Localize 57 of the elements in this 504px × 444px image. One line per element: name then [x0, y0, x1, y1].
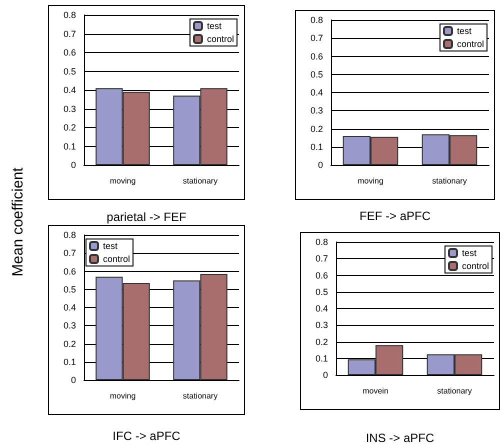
- x-tick-label: moving: [110, 176, 136, 186]
- legend-label: control: [206, 34, 234, 44]
- legend-label: test: [103, 241, 118, 251]
- y-tick-label: 0.6: [315, 270, 328, 280]
- y-tick-label: 0.6: [310, 51, 323, 62]
- y-tick-label: 0.4: [63, 85, 76, 95]
- y-tick-label: 0.1: [315, 353, 328, 364]
- text: INS -> aPFC: [366, 431, 435, 444]
- y-tick-label: 0.4: [310, 88, 323, 98]
- y-tick-label: 0.3: [63, 104, 76, 114]
- y-tick-label: 0.5: [63, 66, 76, 76]
- y-tick-label: 0.1: [310, 142, 323, 152]
- legend-label: control: [103, 254, 130, 264]
- y-tick-label: 0.7: [315, 254, 328, 264]
- y-tick-label: 0.3: [310, 106, 323, 116]
- y-tick-label: 0.6: [63, 266, 76, 276]
- legend-label: test: [456, 26, 472, 36]
- legend-label: test: [462, 248, 477, 258]
- y-tick-label: 0: [322, 370, 328, 380]
- y-tick-label: 0.4: [63, 302, 76, 312]
- x-tick-label: stationary: [182, 176, 218, 186]
- y-tick-label: 0.3: [315, 320, 328, 330]
- x-tick-label: stationary: [182, 392, 218, 400]
- y-tick-label: 0: [70, 160, 76, 170]
- text: FEF -> aPFC: [359, 209, 431, 223]
- y-tick-label: 0.5: [315, 286, 328, 297]
- y-tick-label: 0.2: [310, 124, 323, 134]
- y-tick-label: 0.3: [63, 320, 76, 331]
- y-tick-label: 0.2: [315, 336, 328, 347]
- y-tick-label: 0.8: [63, 10, 76, 20]
- x-tick-label: moving: [110, 392, 136, 400]
- y-tick-label: 0.2: [63, 338, 76, 349]
- y-tick-label: 0.7: [63, 248, 76, 258]
- legend-label: control: [456, 39, 484, 49]
- x-tick-label: moving: [358, 176, 384, 186]
- y-tick-label: 0.5: [63, 284, 76, 294]
- y-tick-label: 0.1: [63, 356, 76, 367]
- y-tick-label: 0.7: [63, 28, 76, 39]
- y-tick-label: 0.8: [310, 15, 323, 25]
- y-tick-label: 0.6: [63, 48, 76, 58]
- y-tick-label: 0.1: [63, 141, 76, 152]
- y-tick-label: 0.8: [63, 230, 76, 240]
- x-tick-label: movein: [362, 386, 388, 396]
- x-tick-label: stationary: [437, 386, 472, 396]
- legend-label: test: [206, 21, 222, 31]
- y-tick-label: 0.4: [315, 304, 328, 314]
- y-tick-label: 0.8: [315, 237, 328, 247]
- legend-label: control: [462, 261, 489, 271]
- y-tick-label: 0.5: [310, 69, 323, 80]
- text: IFC -> aPFC: [112, 429, 181, 443]
- y-tick-label: 0: [318, 160, 323, 170]
- x-tick-label: stationary: [432, 176, 467, 186]
- text: parietal -> FEF: [106, 210, 186, 224]
- y-axis-title: Mean coefficient: [10, 168, 26, 276]
- y-tick-label: 0.7: [310, 33, 323, 44]
- y-tick-label: 0.2: [63, 122, 76, 132]
- y-tick-label: 0: [70, 375, 76, 385]
